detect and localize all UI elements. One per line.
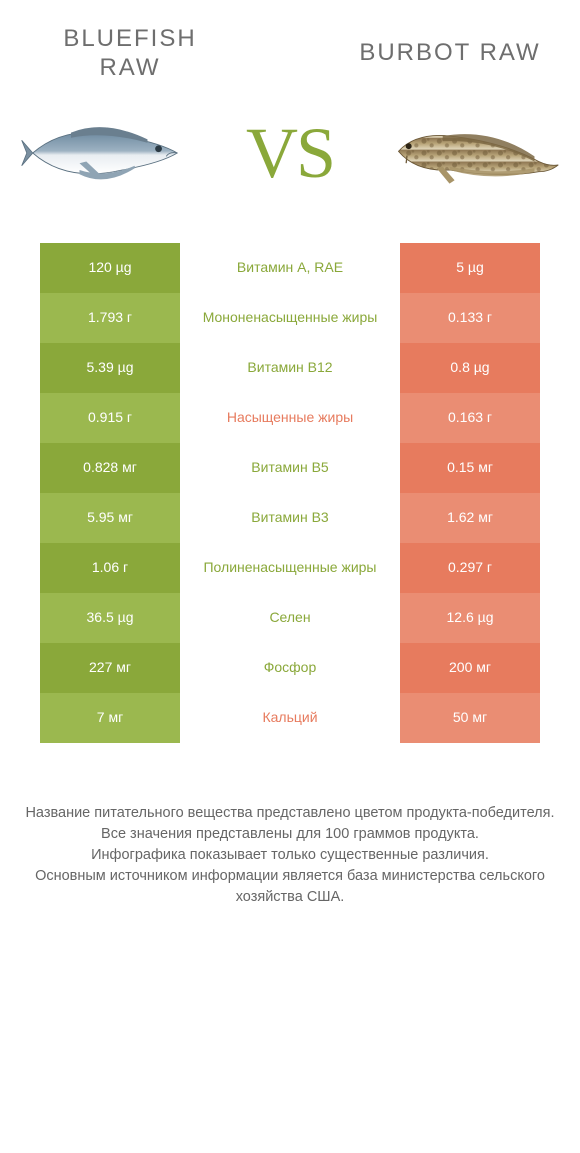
table-row: 7 мгКальций50 мг	[40, 693, 540, 743]
nutrient-name: Витамин B5	[180, 443, 400, 493]
value-right: 50 мг	[400, 693, 540, 743]
table-row: 36.5 µgСелен12.6 µg	[40, 593, 540, 643]
title-left-line2: RAW	[99, 54, 160, 81]
footer-line-1: Название питательного вещества представл…	[20, 803, 560, 824]
nutrient-name: Витамин B3	[180, 493, 400, 543]
value-right: 0.133 г	[400, 293, 540, 343]
nutrient-name: Мононенасыщенные жиры	[180, 293, 400, 343]
value-left: 0.915 г	[40, 393, 180, 443]
comparison-table: 120 µgВитамин A, RAE5 µg1.793 гМононенас…	[40, 243, 540, 743]
table-row: 1.06 гПолиненасыщенные жиры0.297 г	[40, 543, 540, 593]
title-left: BLUEFISH RAW	[30, 25, 230, 83]
nutrient-name: Селен	[180, 593, 400, 643]
header: BLUEFISH RAW BURBOT RAW	[0, 0, 580, 93]
value-right: 0.163 г	[400, 393, 540, 443]
value-right: 0.297 г	[400, 543, 540, 593]
value-right: 12.6 µg	[400, 593, 540, 643]
nutrient-name: Полиненасыщенные жиры	[180, 543, 400, 593]
nutrient-name: Витамин B12	[180, 343, 400, 393]
table-row: 5.95 мгВитамин B31.62 мг	[40, 493, 540, 543]
value-right: 1.62 мг	[400, 493, 540, 543]
value-left: 120 µg	[40, 243, 180, 293]
table-row: 5.39 µgВитамин B120.8 µg	[40, 343, 540, 393]
title-left-line1: BLUEFISH	[63, 25, 196, 52]
title-right: BURBOT RAW	[350, 39, 550, 68]
nutrient-name: Насыщенные жиры	[180, 393, 400, 443]
value-left: 1.793 г	[40, 293, 180, 343]
vs-label: VS	[246, 117, 334, 189]
value-left: 7 мг	[40, 693, 180, 743]
value-left: 5.95 мг	[40, 493, 180, 543]
table-row: 227 мгФосфор200 мг	[40, 643, 540, 693]
table-row: 0.828 мгВитамин B50.15 мг	[40, 443, 540, 493]
value-right: 5 µg	[400, 243, 540, 293]
vs-row: VS	[0, 93, 580, 243]
footer-line-2: Все значения представлены для 100 граммо…	[20, 824, 560, 845]
footer-notes: Название питательного вещества представл…	[0, 743, 580, 908]
burbot-image	[390, 93, 560, 213]
value-left: 36.5 µg	[40, 593, 180, 643]
table-row: 1.793 гМононенасыщенные жиры0.133 г	[40, 293, 540, 343]
value-right: 200 мг	[400, 643, 540, 693]
table-row: 0.915 гНасыщенные жиры0.163 г	[40, 393, 540, 443]
value-left: 0.828 мг	[40, 443, 180, 493]
value-right: 0.15 мг	[400, 443, 540, 493]
footer-line-4: Основным источником информации является …	[20, 866, 560, 908]
title-right-line1: BURBOT RAW	[359, 39, 540, 66]
nutrient-name: Витамин A, RAE	[180, 243, 400, 293]
value-left: 1.06 г	[40, 543, 180, 593]
bluefish-image	[20, 93, 190, 213]
value-right: 0.8 µg	[400, 343, 540, 393]
value-left: 5.39 µg	[40, 343, 180, 393]
footer-line-3: Инфографика показывает только существенн…	[20, 845, 560, 866]
nutrient-name: Кальций	[180, 693, 400, 743]
table-row: 120 µgВитамин A, RAE5 µg	[40, 243, 540, 293]
value-left: 227 мг	[40, 643, 180, 693]
nutrient-name: Фосфор	[180, 643, 400, 693]
